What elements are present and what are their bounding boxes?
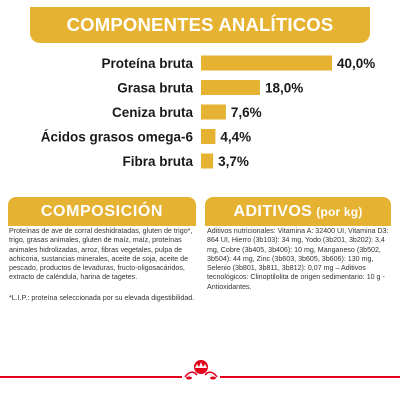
value-label: 7,6% <box>231 105 262 120</box>
category-label: Proteína bruta <box>101 56 193 71</box>
additives-header: ADITIVOS (por kg) <box>205 197 391 226</box>
royal-canin-crown-icon <box>182 358 220 384</box>
value-label: 4,4% <box>220 130 251 145</box>
composition-text: Proteínas de ave de corral deshidratadas… <box>9 227 193 282</box>
page-title: COMPONENTES ANALÍTICOS <box>66 14 334 35</box>
additives-text: Aditivos nutricionales: Vitamina A: 3240… <box>207 227 389 291</box>
analytic-components-chart: Proteína bruta 40,0% Grasa bruta 18,0% Ceniz… <box>41 55 375 169</box>
bar <box>201 55 332 71</box>
additives-unit: (por kg) <box>316 204 363 219</box>
bar <box>201 129 216 144</box>
value-label: 18,0% <box>265 81 303 96</box>
category-label: Ceniza bruta <box>112 105 194 120</box>
category-label: Grasa bruta <box>117 81 193 96</box>
category-label: Ácidos grasos omega-6 <box>41 130 194 145</box>
bar <box>201 80 260 95</box>
category-label: Fibra bruta <box>122 154 193 169</box>
bar <box>201 153 214 169</box>
value-label: 40,0% <box>337 56 375 71</box>
additives-title: ADITIVOS <box>233 202 313 220</box>
bar <box>201 104 226 120</box>
composition-header: COMPOSICIÓN <box>8 197 196 226</box>
value-label: 3,7% <box>218 154 249 169</box>
header-band: COMPONENTES ANALÍTICOS <box>30 7 370 43</box>
composition-title: COMPOSICIÓN <box>40 202 164 220</box>
lip-footnote: *L.I.P.: proteína seleccionada por su el… <box>9 294 195 302</box>
